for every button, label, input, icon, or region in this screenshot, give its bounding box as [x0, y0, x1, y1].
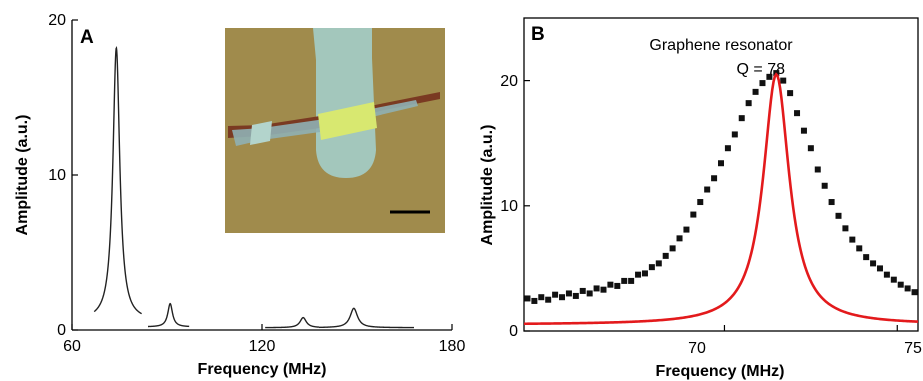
b-data-point: [621, 277, 628, 284]
b-data-point: [545, 296, 552, 303]
b-data-point: [842, 225, 849, 232]
b-data-point: [531, 297, 538, 304]
b-data-point: [780, 77, 787, 84]
b-data-point: [814, 166, 821, 173]
b-data-point: [690, 211, 697, 218]
b-y-tick-0: 0: [509, 323, 518, 340]
b-data-point: [759, 80, 766, 87]
a-spectrum: [93, 46, 414, 329]
inset-suspended-graphene: [318, 102, 377, 140]
b-data-point: [835, 212, 842, 219]
b-data-point: [614, 282, 621, 289]
a-y-tick-20: 20: [48, 12, 66, 29]
b-y-tick-20: 20: [500, 73, 518, 90]
b-fit-curve: [523, 72, 919, 326]
b-data-point: [655, 260, 662, 267]
inset-electrode: [313, 28, 376, 178]
b-ticks: [524, 79, 898, 332]
a-x-tick-60: 60: [63, 338, 81, 355]
b-data-point: [800, 127, 807, 134]
b-x-tick-75: 75: [904, 340, 922, 357]
b-data-point: [524, 295, 531, 302]
b-x-tick-70: 70: [688, 340, 706, 357]
b-data-point: [600, 286, 607, 293]
b-data-point: [731, 131, 738, 138]
b-data-point: [863, 254, 870, 261]
a-y-tick-0: 0: [57, 322, 66, 339]
b-annotation-title: Graphene resonator: [649, 37, 793, 54]
b-frame: [523, 17, 919, 332]
b-data-point: [911, 289, 918, 296]
b-annotation-q: Q = 78: [737, 61, 786, 78]
inset-contact-pad: [250, 121, 272, 145]
b-data-point: [794, 110, 801, 117]
b-data-point: [572, 292, 579, 299]
panel-label-a: A: [80, 27, 94, 48]
b-data-point: [849, 236, 856, 243]
b-data-point: [787, 90, 794, 97]
b-data-point: [586, 290, 593, 297]
b-data-point: [724, 145, 731, 152]
b-data-point: [766, 73, 773, 80]
b-data-point: [628, 277, 635, 284]
b-data-point: [897, 281, 904, 288]
a-peak-1: [93, 46, 142, 315]
b-data-point: [641, 270, 648, 277]
b-data-point: [711, 175, 718, 182]
a-y-axis-title: Amplitude (a.u.): [14, 115, 31, 236]
b-data-point: [579, 287, 586, 294]
b-data-point: [883, 271, 890, 278]
b-y-tick-10: 10: [500, 198, 518, 215]
b-data-point: [552, 291, 559, 298]
b-data-point: [876, 265, 883, 272]
b-data-point: [704, 186, 711, 193]
b-data-point: [745, 100, 752, 107]
b-data-point: [683, 226, 690, 233]
b-x-axis-title: Frequency (MHz): [656, 363, 785, 380]
b-data-point: [662, 252, 669, 259]
a-x-axis-title: Frequency (MHz): [198, 361, 327, 378]
inset-micrograph: [225, 28, 445, 233]
panel-a: 60 120 180 0 10 20 Frequency (MHz) Ampli…: [14, 12, 465, 378]
b-data-point: [828, 199, 835, 206]
b-data-point: [669, 245, 676, 252]
b-data-points: [524, 70, 918, 304]
b-data-point: [559, 294, 566, 301]
b-data-point: [538, 294, 545, 301]
b-data-point: [904, 285, 911, 292]
b-data-point: [738, 115, 745, 122]
b-data-point: [593, 285, 600, 292]
b-data-point: [718, 160, 724, 167]
a-x-tick-180: 180: [439, 338, 466, 355]
panel-label-b: B: [531, 24, 545, 45]
b-data-point: [752, 88, 759, 95]
b-fit: [523, 72, 919, 326]
a-peak-3: [265, 316, 320, 329]
b-data-point: [821, 182, 828, 189]
b-data-point: [648, 264, 655, 271]
b-data-point: [635, 271, 642, 278]
b-data-point: [676, 235, 683, 242]
b-data-point: [870, 260, 877, 267]
panel-b: 0 10 20 70 75 Frequency (MHz) Amplitude …: [479, 17, 922, 380]
b-data-point: [565, 290, 572, 297]
a-peak-4: [318, 307, 414, 329]
b-data-point: [697, 199, 704, 206]
a-ticks: [71, 19, 453, 331]
a-peak-2: [147, 302, 190, 328]
b-data-point: [890, 276, 897, 283]
b-data-point: [607, 281, 614, 288]
b-data-point: [856, 245, 863, 252]
a-x-tick-120: 120: [249, 338, 276, 355]
b-data-point: [807, 145, 814, 152]
b-y-axis-title: Amplitude (a.u.): [479, 125, 496, 246]
a-y-tick-10: 10: [48, 167, 66, 184]
